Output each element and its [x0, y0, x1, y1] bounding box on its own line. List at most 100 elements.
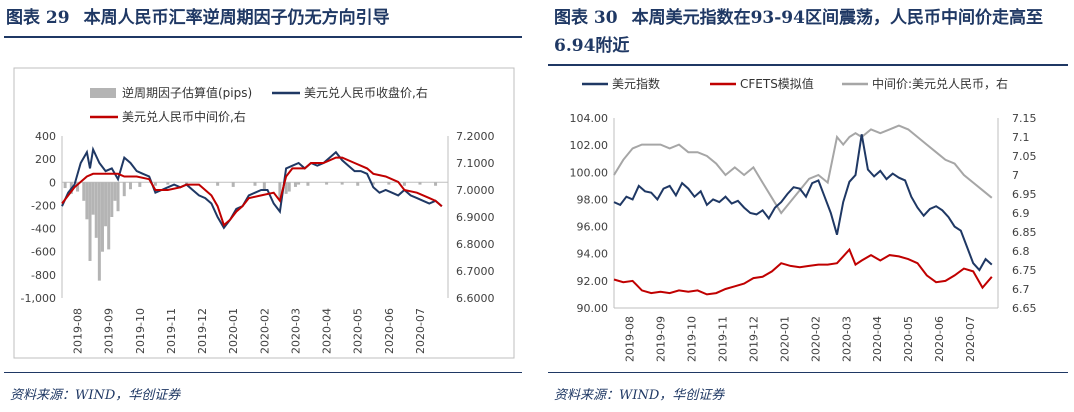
legend-label-mid: 美元兑人民币中间价,右 — [122, 109, 246, 124]
x-tick-label: 2019-09 — [654, 316, 667, 362]
x-tick-label: 2020-03 — [289, 308, 302, 354]
factor-bar — [306, 182, 310, 186]
left-y-tick-label: 102.00 — [570, 139, 609, 152]
factor-bar — [82, 182, 86, 201]
factor-bar — [104, 182, 108, 227]
right-title-rule — [548, 64, 1068, 66]
usd-series-line — [613, 134, 993, 272]
left-y-tick-label: 98.00 — [577, 193, 609, 206]
factor-bar — [97, 182, 101, 281]
factor-bar — [387, 182, 391, 185]
x-tick-label: 2019-12 — [196, 308, 209, 354]
left-figure-number: 图表 29 — [6, 8, 70, 28]
left-source: 资料来源：WIND，华创证券 — [10, 388, 181, 403]
factor-bar — [185, 182, 189, 185]
x-tick-label: 2020-01 — [227, 308, 240, 354]
left-y-tick-label: 90.00 — [577, 302, 609, 315]
right-y-tick-label: 6.7 — [1012, 283, 1030, 296]
right-y-tick-label: 6.9 — [1012, 207, 1030, 220]
right-y-tick-label: 7.15 — [1012, 112, 1037, 125]
left-y-tick-label: 100.00 — [570, 166, 609, 179]
left-source-rule — [4, 372, 522, 373]
factor-bar — [253, 182, 257, 186]
right-y-tick-label: 7 — [1012, 169, 1019, 182]
mid-series-line — [61, 156, 443, 227]
right-source: 资料来源：WIND，华创证券 — [554, 388, 725, 403]
x-tick-label: 2019-12 — [747, 316, 760, 362]
x-tick-label: 2020-07 — [414, 308, 427, 354]
left-y-tick-label: -400 — [31, 223, 56, 236]
right-chart: 90.00 92.00 94.00 96.00 98.00 100.00 102.00 104… — [570, 76, 1037, 362]
left-y-tick-label: -200 — [31, 199, 56, 212]
right-y-tick-label: 7.05 — [1012, 150, 1037, 163]
x-tick-label: 2019-08 — [623, 316, 636, 362]
factor-bar — [85, 182, 89, 220]
factor-bar — [63, 182, 67, 189]
legend-label-mid: 中间价:美元兑人民币，右 — [872, 76, 1008, 91]
factor-bar — [88, 182, 92, 261]
factor-bar — [116, 182, 120, 212]
legend-label-close: 美元兑人民币收盘价,右 — [304, 85, 428, 100]
right-source-rule — [548, 372, 1068, 373]
x-tick-label: 2020-07 — [964, 316, 977, 362]
x-tick-label: 2020-05 — [902, 316, 915, 362]
factor-bar — [91, 182, 95, 215]
factor-bar — [371, 182, 375, 185]
right-y-tick-label: 6.85 — [1012, 226, 1037, 239]
left-title-rule — [4, 36, 522, 38]
factor-bar — [76, 182, 80, 192]
left-title: 图表 29 本周人民币汇率逆周期因子仍无方向引导 — [6, 4, 516, 32]
x-tick-label: 2020-04 — [871, 316, 884, 362]
x-tick-label: 2020-03 — [840, 316, 853, 362]
factor-bar — [402, 182, 406, 186]
left-y-tick-label: 200 — [35, 153, 56, 166]
legend-label-bars: 逆周期因子估算值(pips) — [122, 85, 252, 100]
left-y-tick-label: 92.00 — [577, 275, 609, 288]
left-panel: 图表 29 本周人民币汇率逆周期因子仍无方向引导 -1,000 -800 -600 -4… — [0, 0, 526, 412]
factor-bar — [287, 182, 291, 192]
x-tick-label: 2020-05 — [352, 308, 365, 354]
factor-bar — [284, 182, 288, 194]
x-tick-label: 2020-02 — [809, 316, 822, 362]
x-tick-label: 2019-10 — [134, 308, 147, 354]
x-tick-label: 2020-01 — [778, 316, 791, 362]
mid-series-line — [613, 124, 993, 215]
cfets-series-line — [613, 247, 993, 296]
right-y-tick-label: 6.9000 — [456, 211, 495, 224]
x-tick-label: 2020-06 — [933, 316, 946, 362]
left-title-text: 本周人民币汇率逆周期因子仍无方向引导 — [83, 8, 390, 28]
factor-bar — [325, 182, 329, 185]
right-y-tick-label: 7.1000 — [456, 157, 495, 170]
right-y-tick-label: 6.8000 — [456, 238, 495, 251]
factor-bar — [166, 182, 170, 185]
legend-label-usd: 美元指数 — [612, 76, 660, 91]
right-y-tick-label: 6.65 — [1012, 302, 1037, 315]
factor-bar — [113, 182, 117, 201]
factor-bar — [418, 182, 422, 185]
factor-bar — [153, 182, 157, 186]
x-tick-label: 2020-06 — [383, 308, 396, 354]
right-y-tick-label: 6.8 — [1012, 245, 1030, 258]
right-y-tick-label: 6.75 — [1012, 264, 1037, 277]
left-y-tick-label: 94.00 — [577, 248, 609, 261]
close-series-line — [61, 146, 443, 230]
factor-bar — [216, 182, 220, 186]
x-tick-label: 2019-10 — [685, 316, 698, 362]
factor-bar — [231, 182, 235, 187]
factor-bar — [110, 182, 114, 217]
factor-bar — [356, 182, 360, 186]
x-tick-label: 2019-08 — [72, 308, 85, 354]
factor-bar — [107, 182, 111, 250]
factor-bar — [122, 182, 126, 197]
factor-bar — [434, 182, 438, 186]
factor-bar — [138, 182, 142, 187]
right-y-tick-label: 7.2000 — [456, 130, 495, 143]
right-y-tick-label: 6.6000 — [456, 292, 495, 305]
left-y-tick-label: 104.00 — [570, 112, 609, 125]
left-y-tick-label: -800 — [31, 269, 56, 282]
left-chart: -1,000 -800 -600 -400 -200 0 200 400 6.6000 6.700… — [13, 67, 515, 359]
right-y-tick-label: 7.0000 — [456, 184, 495, 197]
right-y-tick-label: 7.1 — [1012, 131, 1030, 144]
right-y-tick-label: 6.95 — [1012, 188, 1037, 201]
left-chart-frame — [13, 67, 515, 359]
